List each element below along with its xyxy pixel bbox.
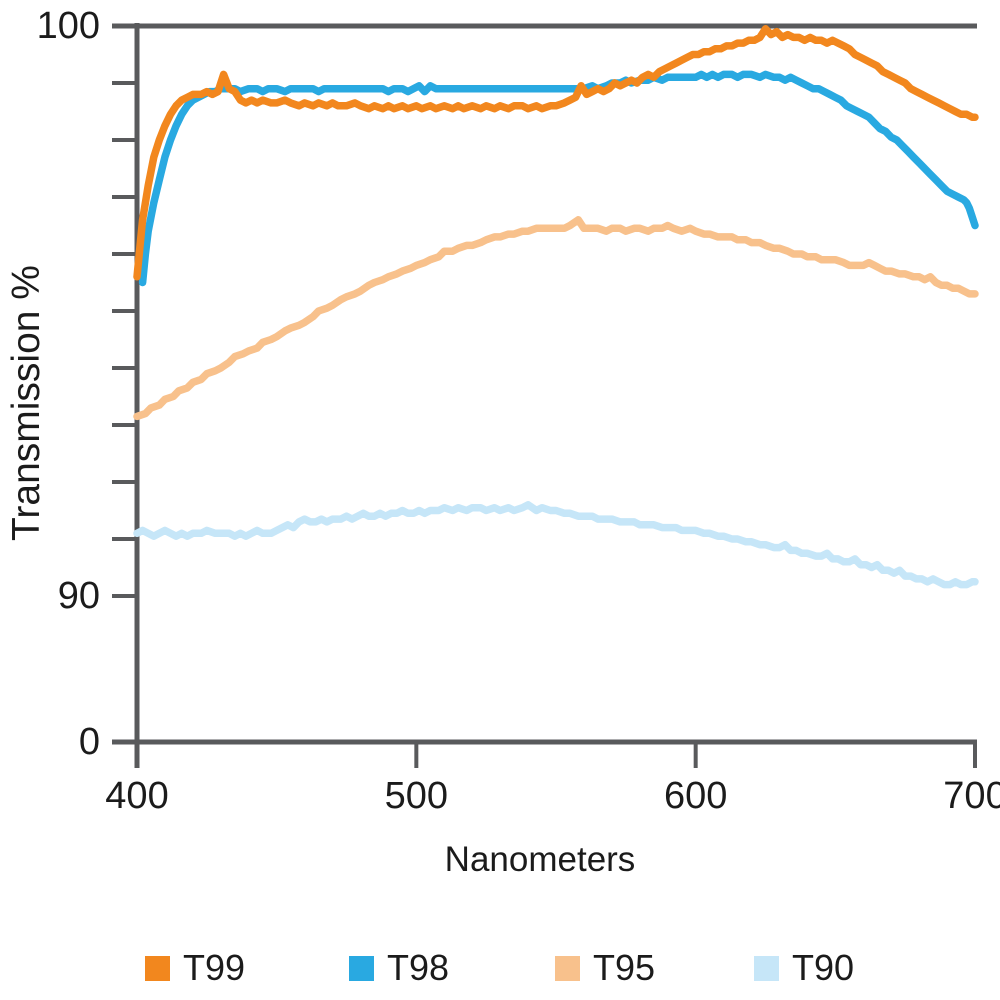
legend-label-T98: T98 [387,947,450,988]
x-tick-label-500: 500 [384,775,449,817]
legend-swatch-T98 [349,955,374,981]
x-axis-title: Nanometers [444,840,636,879]
legend-label-T99: T99 [183,947,246,988]
series-T90-line [133,501,979,589]
legend-item-T90: T90 [754,950,854,986]
legend-label-T90: T90 [792,947,855,988]
legend-swatch-T90 [754,955,779,981]
y-tick-label-100: 100 [36,5,100,47]
y-tick-label-90: 90 [57,575,100,617]
y-tick-label-0: 0 [78,721,100,763]
legend-swatch-T99 [145,955,170,981]
x-tick-label-700: 700 [943,775,1000,817]
series-T95-line [133,216,979,421]
legend-label-T95: T95 [593,947,656,988]
legend-item-T98: T98 [349,950,449,986]
x-tick-label-400: 400 [105,775,169,817]
y-axis-title: Transmission % [5,265,48,541]
legend-item-T99: T99 [145,950,245,986]
series-T99-line [133,25,979,281]
legend-item-T95: T95 [555,950,655,986]
legend-swatch-T95 [555,955,580,981]
x-tick-label-600: 600 [663,775,728,817]
